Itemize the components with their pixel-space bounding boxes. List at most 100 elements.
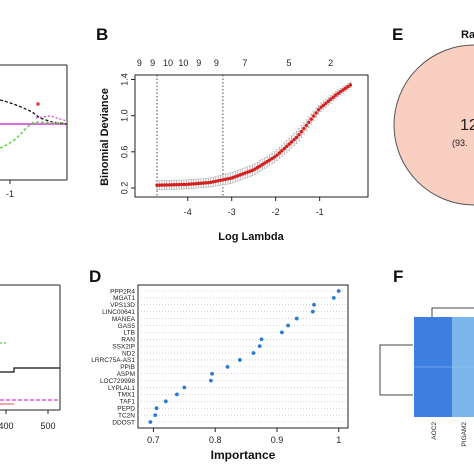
panel-d-gene-label: TMX1 bbox=[118, 392, 136, 399]
panel-b-deviance-point bbox=[160, 183, 164, 187]
panel-f-cell bbox=[452, 317, 474, 367]
panel-b-top-count: 2 bbox=[328, 58, 333, 68]
panel-c-fragment: 400 500 bbox=[0, 284, 61, 431]
panel-d-gene-label: MGAT1 bbox=[113, 295, 135, 302]
panel-d-importance-point bbox=[336, 289, 341, 293]
panel-b-deviance-point bbox=[338, 89, 343, 94]
panel-d-xtick-label: 0.7 bbox=[147, 435, 160, 445]
panel-f-col-label-aoc2: AOC2 bbox=[431, 422, 438, 440]
panel-b-deviance-points bbox=[155, 83, 353, 187]
panel-b-deviance-point bbox=[199, 181, 203, 185]
panel-d-gene-label: PPP2R4 bbox=[110, 288, 135, 295]
panel-b-deviance-point bbox=[272, 155, 277, 159]
panel-b-label: B bbox=[96, 25, 108, 44]
panel-e-title: Ra bbox=[461, 29, 474, 41]
panel-b-ytick-label: 1.0 bbox=[119, 109, 129, 122]
panel-b-deviance-point bbox=[196, 181, 201, 186]
panel-d-gene-label: ASPM bbox=[117, 371, 135, 378]
panel-b-deviance-point bbox=[297, 133, 301, 137]
panel-d-x-ticks: 0.7 0.8 0.9 1 bbox=[147, 428, 341, 445]
panel-b-deviance-point bbox=[253, 167, 257, 171]
panel-d-xtick-label: 1 bbox=[336, 435, 341, 445]
panel-b-deviance-point bbox=[255, 165, 260, 170]
panel-b-deviance-point bbox=[343, 86, 348, 90]
panel-b-y-ticks: 0.2 0.6 1.0 1.4 bbox=[119, 73, 135, 194]
panel-b-top-count: 9 bbox=[150, 58, 155, 68]
panel-b-deviance-point bbox=[348, 83, 353, 87]
panel-d-gene-label: LOC729998 bbox=[100, 378, 135, 385]
panel-d-gene-label: LYPLAL1 bbox=[108, 385, 135, 392]
panel-b-deviance-point bbox=[319, 105, 323, 109]
panel-b-top-count: 5 bbox=[286, 58, 291, 68]
panel-d-gene-label: LINC00641 bbox=[102, 309, 135, 316]
panel-d-importance-plot: D PPP2R4MGAT1VPS13DLINC00641MANEAGAS5LTB… bbox=[89, 267, 349, 462]
panel-b-top-count: 9 bbox=[137, 58, 142, 68]
panel-b-deviance-point bbox=[329, 97, 333, 101]
panel-b-deviance-point bbox=[316, 108, 321, 112]
panel-d-importance-point bbox=[148, 420, 153, 424]
panel-f-col-label-pigam2: PIGAM2 bbox=[461, 422, 468, 447]
panel-d-gene-label: MANEA bbox=[112, 316, 136, 323]
panel-f-heatmap-fragment: F AOC2 PIGAM2 bbox=[379, 267, 474, 447]
panel-b-deviance-point bbox=[184, 182, 189, 187]
panel-b-deviance-point bbox=[307, 120, 311, 124]
panel-b-ytick-label: 1.4 bbox=[119, 73, 129, 86]
panel-b-deviance-point bbox=[346, 84, 350, 89]
panel-d-importance-point bbox=[225, 364, 230, 369]
panel-d-importance-point bbox=[153, 413, 158, 418]
panel-b-deviance-point bbox=[201, 181, 206, 185]
panel-b-deviance-point bbox=[267, 158, 272, 162]
panel-b-plot-frame bbox=[134, 74, 369, 198]
panel-d-gene-label: GAS5 bbox=[118, 323, 136, 330]
panel-b-error-bars bbox=[155, 81, 352, 191]
panel-d-gene-label: TAF1 bbox=[120, 399, 136, 406]
panel-d-gene-label: LTB bbox=[124, 330, 135, 337]
panel-b-deviance-point bbox=[311, 114, 316, 118]
panel-b-top-count: 7 bbox=[242, 58, 247, 68]
panel-b-deviance-point bbox=[299, 129, 304, 134]
panel-b-xlabel: Log Lambda bbox=[218, 231, 284, 243]
panel-b-deviance-point bbox=[174, 182, 179, 187]
panel-e-venn-fragment: E Ra 12 (93. bbox=[392, 25, 474, 206]
panel-f-cell bbox=[452, 367, 474, 417]
panel-b-deviance-point bbox=[182, 182, 186, 187]
panel-b-cv-plot: B 9 9 10 10 9 9 7 5 2 -4 -3 -2 -1 0.20.61.01.4 Log … bbox=[96, 25, 369, 243]
panel-b-deviance-point bbox=[326, 99, 331, 103]
panel-b-deviance-point bbox=[280, 149, 284, 153]
panel-e-percent: (93. bbox=[452, 138, 468, 148]
panel-f-left-dendrogram bbox=[379, 344, 413, 396]
panel-b-deviance-point bbox=[187, 182, 191, 186]
panel-b-deviance-point bbox=[263, 161, 267, 165]
panel-d-importance-point bbox=[210, 371, 215, 376]
panel-b-deviance-point bbox=[294, 135, 299, 140]
panel-b-deviance-point bbox=[277, 151, 282, 155]
panel-b-deviance-point bbox=[167, 183, 171, 187]
panel-b-xtick-label: -3 bbox=[228, 207, 236, 217]
panel-b-deviance-point bbox=[179, 182, 184, 187]
panel-b-deviance-point bbox=[165, 183, 169, 187]
panel-b-deviance-point bbox=[169, 183, 174, 187]
panel-b-deviance-point bbox=[336, 91, 340, 96]
panel-b-ytick-label: 0.2 bbox=[119, 182, 129, 195]
panel-b-deviance-point bbox=[282, 146, 287, 151]
panel-b-deviance-point bbox=[302, 126, 306, 131]
panel-d-gene-label: TC2N bbox=[118, 412, 135, 419]
panel-b-top-count: 9 bbox=[214, 58, 219, 68]
panel-b-deviance-point bbox=[304, 123, 309, 128]
panel-b-deviance-point bbox=[162, 183, 167, 187]
panel-b-xtick-label: -1 bbox=[316, 207, 324, 217]
panel-f-label: F bbox=[393, 267, 403, 286]
panel-b-deviance-point bbox=[270, 156, 274, 161]
panel-d-gene-label: DDOST bbox=[112, 419, 135, 426]
panel-b-deviance-point bbox=[192, 182, 196, 186]
panel-b-deviance-point bbox=[309, 117, 313, 121]
panel-d-xtick-label: 0.9 bbox=[271, 435, 284, 445]
panel-b-deviance-point bbox=[324, 101, 328, 105]
panel-d-importance-point bbox=[182, 385, 187, 390]
panel-d-importance-point bbox=[294, 316, 299, 321]
panel-b-deviance-point bbox=[260, 162, 264, 167]
panel-e-count: 12 bbox=[460, 117, 474, 134]
panel-a-black-path bbox=[0, 99, 68, 125]
panel-d-plot-frame bbox=[137, 284, 349, 429]
panel-c-xtick-400: 400 bbox=[0, 421, 14, 431]
